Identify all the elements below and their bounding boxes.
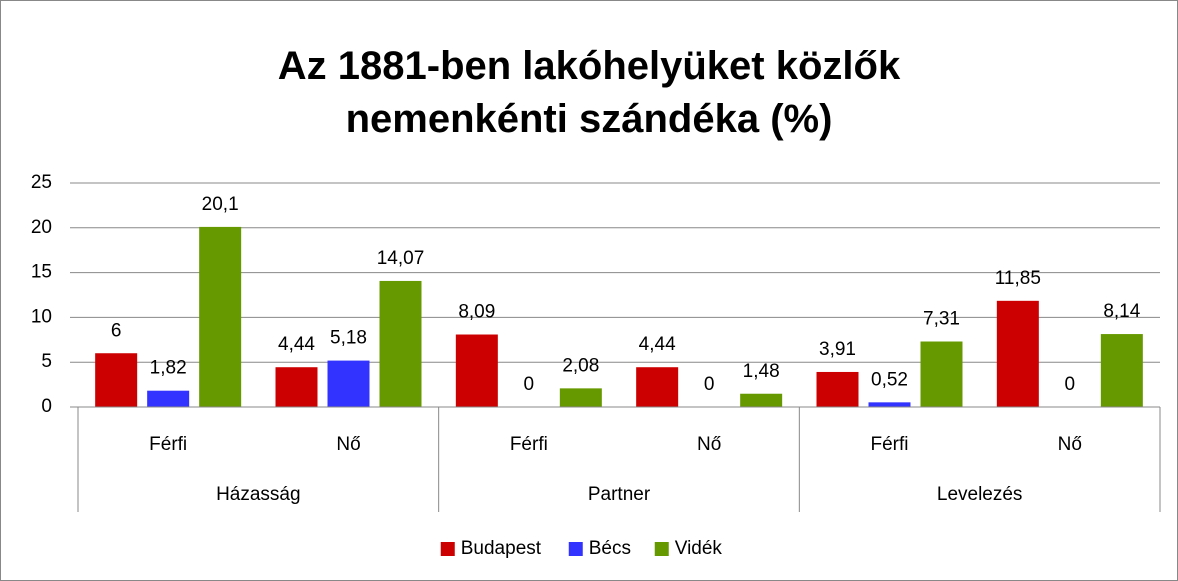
group-label: Partner (588, 484, 651, 505)
data-label: 4,44 (639, 334, 676, 355)
data-label: 0,52 (871, 369, 908, 390)
data-label: 5,18 (330, 328, 367, 349)
x-tick-label: Nő (1058, 434, 1082, 455)
x-tick-label: Férfi (871, 434, 909, 455)
bar (327, 360, 370, 407)
bar (816, 371, 859, 407)
legend-label: Budapest (461, 538, 542, 559)
bar (147, 390, 190, 407)
data-label: 20,1 (202, 194, 239, 215)
y-tick-label: 20 (31, 217, 52, 238)
data-label: 11,85 (995, 268, 1041, 289)
y-tick-label: 5 (41, 351, 52, 372)
data-label: 1,48 (743, 361, 780, 382)
data-label: 8,09 (458, 302, 495, 323)
x-tick-label: Férfi (510, 434, 548, 455)
legend-swatch (440, 542, 455, 556)
data-label: 3,91 (819, 339, 856, 360)
data-label: 7,31 (923, 309, 960, 330)
chart-title: Az 1881-ben lakóhelyüket közlők nemenkén… (277, 44, 901, 141)
x-tick-label: Nő (697, 434, 721, 455)
legend-swatch (568, 542, 583, 556)
bar (1100, 334, 1143, 407)
bar (379, 280, 422, 407)
legend-swatch (654, 542, 669, 556)
data-label: 4,44 (278, 334, 315, 355)
bar (455, 334, 498, 407)
bar (996, 300, 1039, 407)
data-label: 8,14 (1103, 301, 1140, 322)
y-tick-label: 15 (31, 262, 52, 283)
data-label: 0 (1065, 374, 1076, 395)
y-tick-label: 10 (31, 306, 52, 327)
x-tick-label: Férfi (149, 434, 187, 455)
bar (636, 367, 679, 407)
data-label: 2,08 (562, 355, 599, 376)
data-label: 0 (524, 374, 535, 395)
y-tick-label: 25 (31, 172, 52, 193)
legend-label: Vidék (675, 538, 723, 559)
data-label: 0 (704, 374, 715, 395)
bar (275, 367, 318, 407)
bar (868, 402, 911, 407)
group-label: Házasság (216, 484, 301, 505)
bar (920, 341, 963, 407)
bar (95, 353, 138, 407)
group-label: Levelezés (937, 484, 1023, 505)
x-tick-label: Nő (336, 434, 360, 455)
y-tick-label: 0 (41, 396, 52, 417)
legend-label: Bécs (589, 538, 631, 559)
bar (740, 393, 783, 407)
data-label: 14,07 (377, 248, 425, 269)
data-label: 6 (111, 320, 122, 341)
bar (199, 226, 242, 407)
bar (559, 388, 602, 407)
data-label: 1,82 (150, 358, 187, 379)
